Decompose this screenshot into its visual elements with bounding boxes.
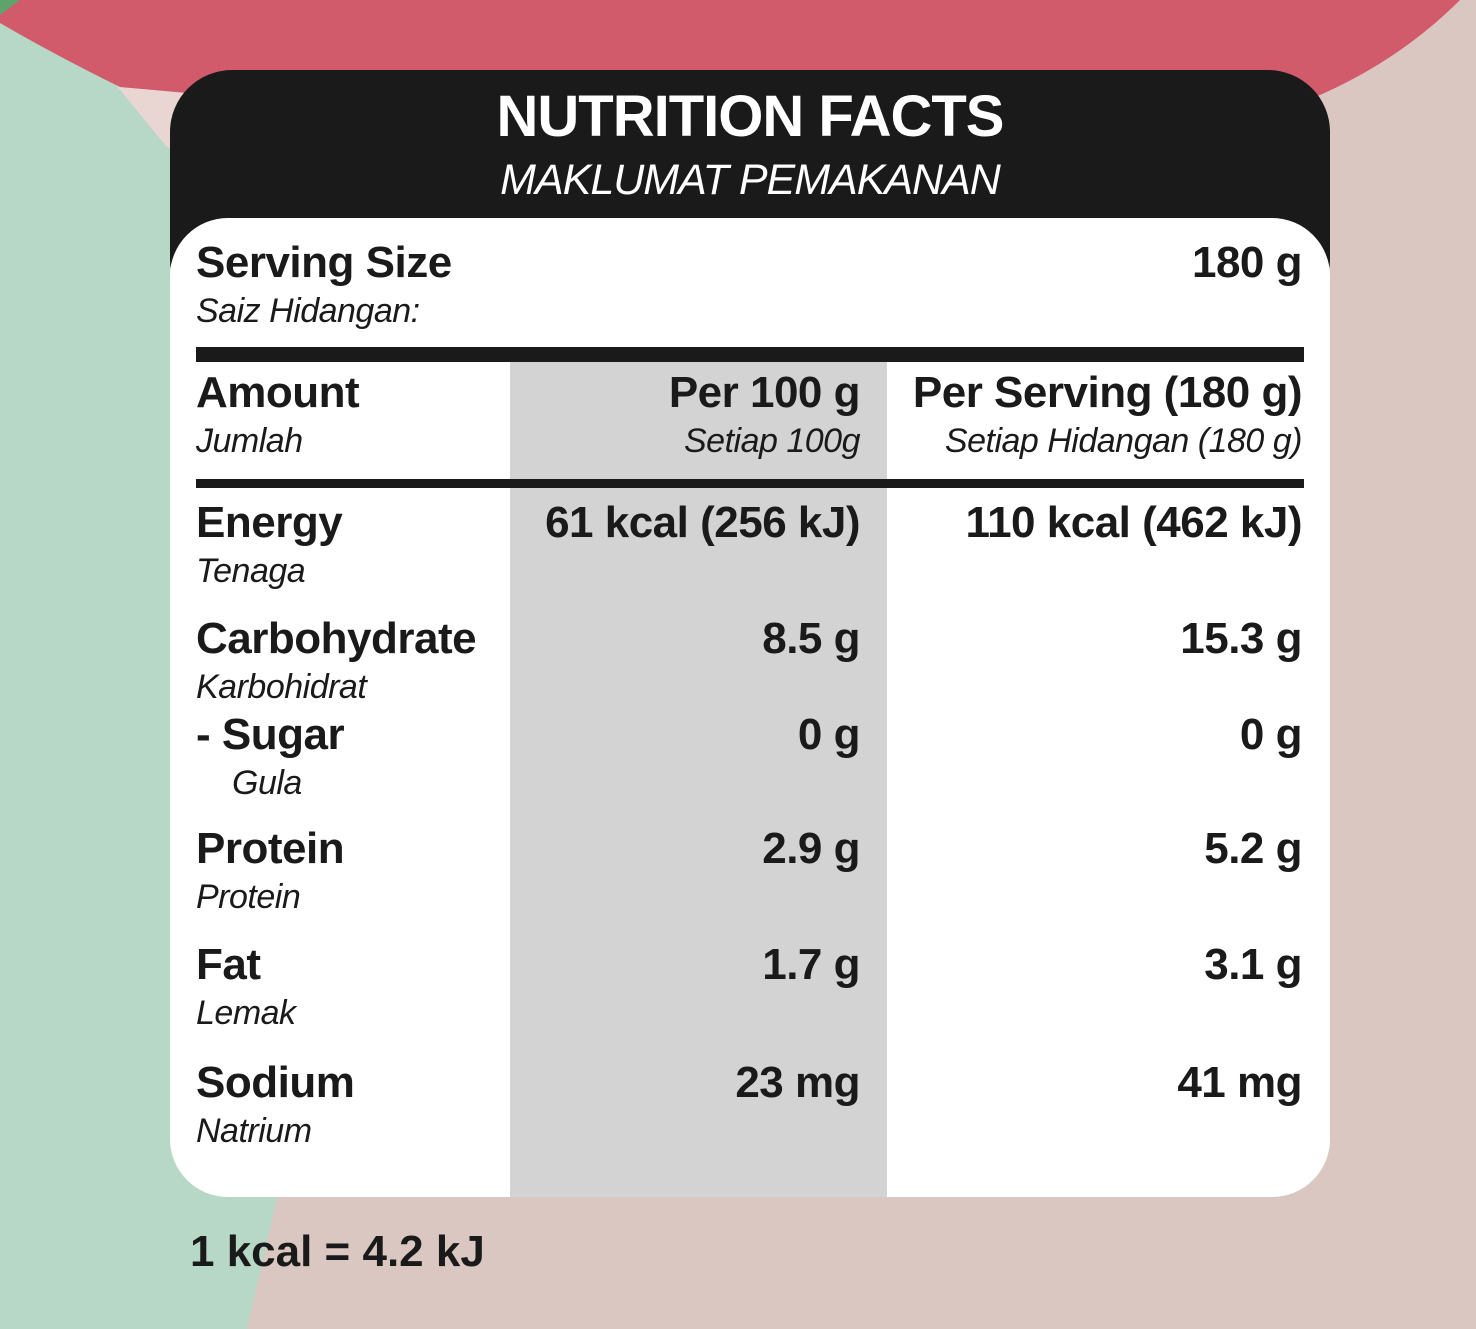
amount-header-malay: Jumlah	[196, 422, 303, 460]
per-serving-value: 110 kcal (462 kJ)	[965, 498, 1303, 547]
per-serving-value: 0 g	[1239, 710, 1303, 759]
per-100g-value: 2.9 g	[762, 824, 860, 873]
per-serving-header: Per Serving (180 g)	[912, 368, 1303, 417]
serving-size-label-malay: Saiz Hidangan:	[196, 292, 420, 330]
serving-size-label: Serving Size	[196, 238, 452, 287]
per-100g-value: 8.5 g	[762, 614, 860, 663]
per-100g-shaded-column	[510, 362, 887, 1197]
nutrient-label: Sodium	[196, 1058, 355, 1107]
card-subtitle: MAKLUMAT PEMAKANAN	[500, 156, 1001, 204]
table-row-carbohydrate: Carbohydrate Karbohidrat 8.5 g 15.3 g	[196, 614, 1303, 707]
card-header: NUTRITION FACTS MAKLUMAT PEMAKANAN	[170, 70, 1330, 218]
nutrient-label-malay: Lemak	[196, 994, 296, 1032]
table-row-sugar: - Sugar Gula 0 g 0 g	[196, 710, 1303, 803]
nutrient-label-block: Protein Protein	[196, 824, 510, 917]
nutrient-label: Energy	[196, 498, 343, 547]
table-header-row: Amount Jumlah Per 100 g Setiap 100g Per …	[196, 368, 1303, 461]
per-serving-value: 5.2 g	[1204, 824, 1302, 873]
per-100g-header-block: Per 100 g Setiap 100g	[510, 368, 887, 461]
table-row-fat: Fat Lemak 1.7 g 3.1 g	[196, 940, 1303, 1033]
serving-size-row: Serving Size Saiz Hidangan: 180 g	[196, 238, 1303, 331]
per-serving-value: 3.1 g	[1204, 940, 1302, 989]
nutrient-label: - Sugar	[196, 710, 345, 759]
nutrient-label-malay: Gula	[232, 764, 302, 802]
divider-thin	[196, 479, 1304, 488]
nutrient-label: Fat	[196, 940, 261, 989]
per-100g-header: Per 100 g	[668, 368, 861, 417]
nutrient-label-malay: Karbohidrat	[196, 668, 367, 706]
nutrient-label: Protein	[196, 824, 345, 873]
card-body: Serving Size Saiz Hidangan: 180 g Amount…	[170, 218, 1330, 1197]
divider-thick	[196, 347, 1304, 362]
amount-header: Amount	[196, 368, 360, 417]
nutrient-label-block: - Sugar Gula	[196, 710, 510, 803]
nutrient-label-block: Fat Lemak	[196, 940, 510, 1033]
table-row-sodium: Sodium Natrium 23 mg 41 mg	[196, 1058, 1303, 1151]
table-row-energy: Energy Tenaga 61 kcal (256 kJ) 110 kcal …	[196, 498, 1303, 591]
per-100g-value: 23 mg	[735, 1058, 860, 1107]
card-title: NUTRITION FACTS	[496, 84, 1005, 149]
per-serving-header-block: Per Serving (180 g) Setiap Hidangan (180…	[887, 368, 1303, 461]
per-100g-value: 0 g	[797, 710, 861, 759]
amount-header-block: Amount Jumlah	[196, 368, 510, 461]
nutrient-label-malay: Protein	[196, 878, 301, 916]
nutrient-label-malay: Tenaga	[196, 552, 306, 590]
nutrient-label-block: Energy Tenaga	[196, 498, 510, 591]
per-serving-value: 41 mg	[1177, 1058, 1302, 1107]
serving-size-value: 180 g	[1191, 238, 1303, 287]
nutrient-label: Carbohydrate	[196, 614, 477, 663]
serving-size-label-block: Serving Size Saiz Hidangan:	[196, 238, 452, 331]
per-serving-value: 15.3 g	[1180, 614, 1302, 663]
nutrient-label-malay: Natrium	[196, 1112, 312, 1150]
table-row-protein: Protein Protein 2.9 g 5.2 g	[196, 824, 1303, 917]
green-corner-shape	[0, 0, 20, 15]
nutrient-label-block: Sodium Natrium	[196, 1058, 510, 1151]
kcal-conversion-note: 1 kcal = 4.2 kJ	[190, 1227, 485, 1276]
per-100g-value: 61 kcal (256 kJ)	[545, 498, 860, 547]
per-serving-header-malay: Setiap Hidangan (180 g)	[944, 422, 1303, 460]
per-100g-header-malay: Setiap 100g	[684, 422, 861, 460]
nutrient-label-block: Carbohydrate Karbohidrat	[196, 614, 510, 707]
per-100g-value: 1.7 g	[762, 940, 860, 989]
